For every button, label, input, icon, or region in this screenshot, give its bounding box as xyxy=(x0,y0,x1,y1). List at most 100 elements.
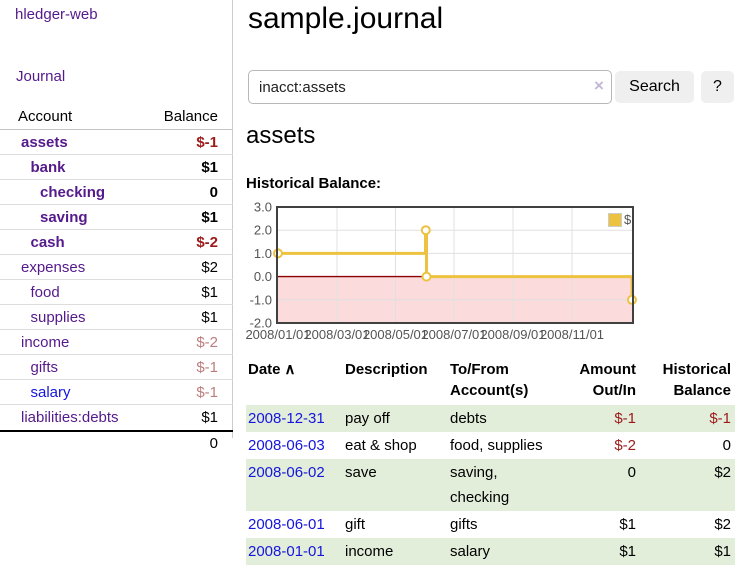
search-button[interactable]: Search xyxy=(615,71,694,103)
svg-text:2.0: 2.0 xyxy=(254,223,272,238)
sidebar-account-balance: 0 xyxy=(209,183,218,201)
sidebar-account-row: supplies $1 xyxy=(0,305,233,330)
transaction-accounts-cell: salary xyxy=(448,538,560,565)
register-row: 2008-06-03 eat & shop food, supplies $-2 0 xyxy=(246,432,735,459)
page-title: sample.journal xyxy=(248,2,444,35)
app-brand-link[interactable]: hledger-web xyxy=(15,6,98,23)
search-input[interactable] xyxy=(248,70,612,104)
balance-column-header: Balance xyxy=(163,108,218,125)
help-button[interactable]: ? xyxy=(701,71,734,103)
description-column-header: Description xyxy=(345,361,428,378)
transaction-description-cell: pay off xyxy=(343,405,448,432)
x-axis-labels: 2008/01/01 2008/03/01 2008/05/01 2008/07… xyxy=(245,327,604,342)
svg-text:2008/07/01: 2008/07/01 xyxy=(421,327,486,342)
svg-text:0.0: 0.0 xyxy=(254,269,272,284)
accounts-total-value: 0 xyxy=(209,435,218,452)
svg-text:2008/11/01: 2008/11/01 xyxy=(540,327,604,342)
transaction-balance-cell: $2 xyxy=(640,459,735,511)
accounts-table-header: Account Balance xyxy=(0,104,233,130)
svg-text:2008/03/01: 2008/03/01 xyxy=(304,327,369,342)
transaction-date-link[interactable]: 2008-12-31 xyxy=(248,410,325,427)
sidebar-account-balance: $-1 xyxy=(196,358,218,376)
transaction-balance-cell: $2 xyxy=(714,516,731,533)
transaction-amount-cell: $-1 xyxy=(560,405,640,432)
sidebar-account-balance: $1 xyxy=(201,208,218,226)
sidebar-account-link[interactable]: checking xyxy=(40,183,106,201)
sidebar-account-balance: $1 xyxy=(201,283,218,301)
transaction-balance-cell: 0 xyxy=(722,437,731,454)
transaction-accounts-cell: food, supplies xyxy=(450,437,543,454)
accounts-total-row: 0 xyxy=(0,430,233,455)
sidebar-account-link[interactable]: bank xyxy=(30,158,66,176)
register-body: 2008-12-31 pay off debts $-1 $-1 2008-06-03 ea… xyxy=(246,405,735,565)
transaction-date-cell: 2008-06-01 xyxy=(246,511,343,538)
amount-column-header: Amount Out/In xyxy=(579,361,636,399)
sidebar-account-balance: $1 xyxy=(201,409,218,426)
sidebar-account-balance: $-1 xyxy=(196,383,218,401)
transaction-description-cell: income xyxy=(343,538,448,565)
transaction-date-link[interactable]: 2008-06-03 xyxy=(248,437,325,454)
sidebar-account-link[interactable]: supplies xyxy=(30,308,86,326)
sidebar-account-link[interactable]: gifts xyxy=(30,358,59,376)
sidebar-account-link[interactable]: cash xyxy=(30,233,65,251)
sidebar-account-link[interactable]: assets xyxy=(21,133,68,151)
legend-swatch xyxy=(608,213,622,227)
chart-title-label: Historical Balance: xyxy=(246,175,382,192)
sort-ascending-icon: ∧ xyxy=(284,361,296,378)
sidebar-account-row: assets $-1 xyxy=(0,130,233,155)
svg-text:2008/09/01: 2008/09/01 xyxy=(480,327,545,342)
transaction-description-cell: save xyxy=(343,459,448,511)
register-row: 2008-12-31 pay off debts $-1 $-1 xyxy=(246,405,735,432)
sidebar-account-row: cash $-2 xyxy=(0,230,233,255)
sidebar-account-balance: $-1 xyxy=(196,133,218,151)
svg-text:2008/05/01: 2008/05/01 xyxy=(363,327,428,342)
register-row: 2008-06-01 gift gifts $1 $2 xyxy=(246,511,735,538)
account-heading: assets xyxy=(246,122,316,149)
sidebar-account-link[interactable]: income xyxy=(21,333,70,351)
sidebar-account-row: gifts $-1 xyxy=(0,355,233,380)
legend-label: $ xyxy=(624,212,632,227)
sidebar-account-row: expenses $2 xyxy=(0,255,233,280)
clear-search-icon[interactable]: × xyxy=(594,76,604,95)
transaction-amount-cell: $-2 xyxy=(614,437,636,454)
sidebar-account-link[interactable]: liabilities:debts xyxy=(21,409,119,426)
sidebar-account-balance: $-2 xyxy=(196,233,218,251)
svg-text:2008/01/01: 2008/01/01 xyxy=(245,327,310,342)
transaction-date-link[interactable]: 2008-06-02 xyxy=(248,464,325,481)
transaction-date-cell: 2008-06-02 xyxy=(246,459,343,511)
historical-balance-chart[interactable]: $ 3.0 2.0 1.0 0.0 -1.0 -2.0 2008/01/01 2… xyxy=(240,198,640,348)
sidebar-accounts-body: assets $-1 bank $1 checking 0 saving $1 cash $-2 e… xyxy=(0,130,233,430)
transaction-amount-cell: $1 xyxy=(619,516,636,533)
transaction-balance-cell: $-1 xyxy=(640,405,735,432)
transaction-date-cell: 2008-06-03 xyxy=(246,432,343,459)
sidebar-account-link[interactable]: salary xyxy=(30,383,71,401)
sidebar-account-balance: $1 xyxy=(201,308,218,326)
sidebar-account-balance: $-2 xyxy=(196,333,218,351)
transaction-date-cell: 2008-12-31 xyxy=(246,405,343,432)
transaction-balance-cell: $1 xyxy=(640,538,735,565)
transaction-amount-cell: $1 xyxy=(560,538,640,565)
svg-text:1.0: 1.0 xyxy=(254,246,272,261)
sidebar-account-link[interactable]: saving xyxy=(40,208,88,226)
transaction-date-link[interactable]: 2008-06-01 xyxy=(248,516,325,533)
sidebar-account-row: food $1 xyxy=(0,280,233,305)
sidebar-account-link[interactable]: expenses xyxy=(21,258,86,276)
transaction-accounts-cell: saving, checking xyxy=(448,459,560,511)
register-table: Date ∧ Description To/From Account(s) Amo… xyxy=(246,357,735,565)
y-axis-labels: 3.0 2.0 1.0 0.0 -1.0 -2.0 xyxy=(250,200,272,331)
register-row: 2008-06-02 save saving, checking 0 $2 xyxy=(246,459,735,511)
sidebar-account-row: liabilities:debts $1 xyxy=(0,405,233,430)
sidebar-account-row: saving $1 xyxy=(0,205,233,230)
chart-border xyxy=(276,206,634,324)
sidebar: hledger-web Journal Account Balance asse… xyxy=(0,0,233,452)
svg-text:-1.0: -1.0 xyxy=(250,293,272,308)
sidebar-account-row: income $-2 xyxy=(0,330,233,355)
sidebar-item-journal[interactable]: Journal xyxy=(16,68,66,85)
date-column-header[interactable]: Date ∧ xyxy=(248,361,296,378)
transaction-date-link[interactable]: 2008-01-01 xyxy=(248,543,325,560)
balance-column-header: Historical Balance xyxy=(662,361,731,399)
transaction-accounts-cell: debts xyxy=(448,405,560,432)
sidebar-account-link[interactable]: food xyxy=(30,283,60,301)
account-column-header: Account xyxy=(18,108,73,125)
